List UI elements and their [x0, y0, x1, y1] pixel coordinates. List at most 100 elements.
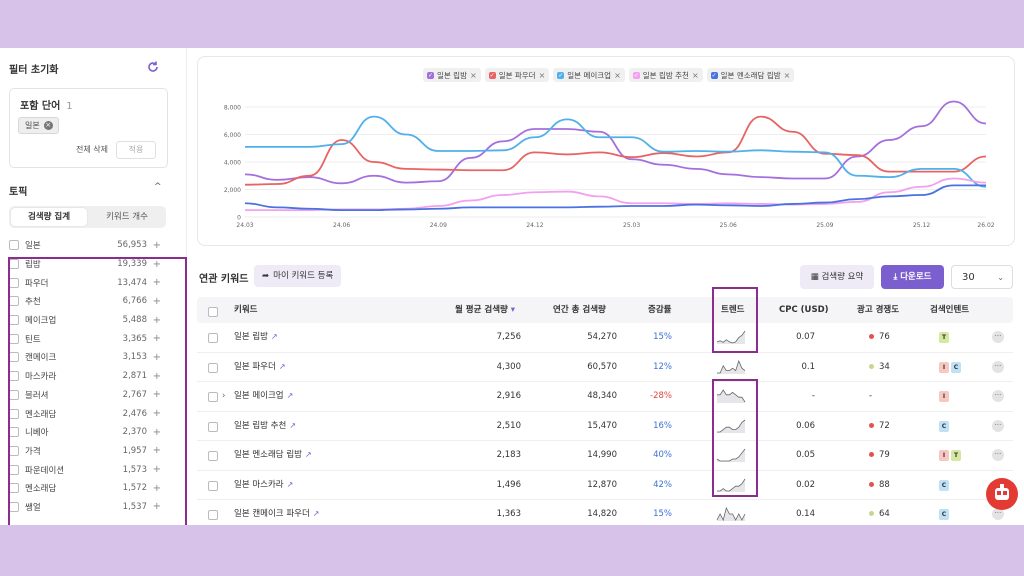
chart-icon[interactable]: ↗: [278, 361, 286, 371]
legend-item[interactable]: ✓ 일본 립밤 ×: [423, 68, 481, 82]
my-keyword-button[interactable]: ➦ 마이 키워드 등록: [254, 265, 342, 287]
plus-icon[interactable]: +: [152, 370, 161, 382]
topic-item[interactable]: 멘소래담 1,572 +: [9, 479, 161, 498]
expand-chevron-icon[interactable]: ›: [222, 391, 226, 401]
plus-icon[interactable]: +: [152, 333, 161, 345]
tab-search-volume[interactable]: 검색량 집계: [11, 208, 87, 226]
topic-item[interactable]: 마스카라 2,871 +: [9, 367, 161, 386]
chatbot-launcher[interactable]: [986, 478, 1018, 510]
plus-icon[interactable]: +: [152, 314, 161, 326]
close-icon[interactable]: ×: [691, 70, 699, 80]
topic-item[interactable]: 파우더 13,474 +: [9, 273, 161, 292]
tab-keyword-count[interactable]: 키워드 개수: [106, 212, 148, 222]
chart-icon[interactable]: ↗: [286, 479, 294, 489]
topic-item[interactable]: 블러셔 2,767 +: [9, 386, 161, 405]
table-row[interactable]: 일본 멘소래담 립밤 ↗ 2,183 14,990 40% 0.05 79 I T ···: [197, 441, 1013, 471]
topic-item[interactable]: 추천 6,766 +: [9, 292, 161, 311]
col-competition[interactable]: 광고 경쟁도: [857, 305, 900, 315]
topic-item[interactable]: 가격 1,957 +: [9, 442, 161, 461]
plus-icon[interactable]: +: [152, 445, 161, 457]
close-icon[interactable]: ×: [469, 70, 477, 80]
row-checkbox[interactable]: [208, 480, 218, 491]
table-row[interactable]: › 일본 메이크업 ↗ 2,916 48,340 -28% - - I ···: [197, 382, 1013, 412]
plus-icon[interactable]: +: [152, 464, 161, 476]
select-all-checkbox[interactable]: [208, 307, 218, 317]
topic-checkbox[interactable]: [9, 408, 19, 419]
col-growth[interactable]: 증감률: [648, 305, 672, 315]
row-checkbox[interactable]: [208, 362, 218, 373]
close-icon[interactable]: ×: [783, 70, 791, 80]
more-options-icon[interactable]: ···: [992, 508, 1004, 520]
keyword-cell[interactable]: 일본 파우더 ↗: [234, 361, 286, 372]
legend-item[interactable]: ✓ 일본 립밤 추천 ×: [628, 68, 703, 82]
chevron-up-icon[interactable]: ^: [154, 182, 162, 192]
row-checkbox[interactable]: [208, 421, 218, 432]
col-keyword[interactable]: 키워드: [234, 305, 258, 315]
close-icon[interactable]: ×: [614, 70, 621, 80]
topic-checkbox[interactable]: [9, 277, 19, 288]
topic-checkbox[interactable]: [9, 464, 19, 475]
topic-checkbox[interactable]: [9, 445, 19, 456]
row-checkbox[interactable]: [208, 392, 218, 402]
row-checkbox[interactable]: [208, 510, 218, 520]
topic-checkbox[interactable]: [9, 240, 19, 251]
plus-icon[interactable]: +: [152, 239, 161, 251]
close-icon[interactable]: ×: [538, 70, 546, 80]
table-row[interactable]: 일본 립밤 ↗ 7,256 54,270 15% 0.07 76 T ···: [197, 323, 1013, 353]
plus-icon[interactable]: +: [152, 277, 161, 289]
topic-item[interactable]: 쌩얼 1,537 +: [9, 498, 161, 517]
topic-checkbox[interactable]: [9, 483, 19, 494]
more-options-icon[interactable]: ···: [992, 331, 1004, 343]
summary-button[interactable]: ▦ 검색량 요약: [800, 265, 874, 289]
table-row[interactable]: 일본 파우더 ↗ 4,300 60,570 12% 0.1 34 I C ···: [197, 353, 1013, 382]
more-options-icon[interactable]: ···: [992, 390, 1004, 402]
keyword-cell[interactable]: 일본 멘소래담 립밤 ↗: [234, 450, 312, 460]
topic-checkbox[interactable]: [9, 371, 19, 382]
plus-icon[interactable]: +: [152, 426, 161, 438]
plus-icon[interactable]: +: [152, 408, 161, 420]
col-cpc[interactable]: CPC (USD): [779, 305, 829, 315]
plus-icon[interactable]: +: [152, 295, 161, 307]
chart-icon[interactable]: ↗: [312, 509, 320, 518]
topic-checkbox[interactable]: [9, 352, 19, 363]
chart-icon[interactable]: ↗: [289, 420, 297, 430]
keyword-cell[interactable]: 일본 립밤 추천 ↗: [234, 420, 297, 431]
row-checkbox[interactable]: [208, 451, 218, 461]
topic-checkbox[interactable]: [9, 427, 19, 438]
legend-item[interactable]: ✓ 일본 멘소래담 립밤 ×: [706, 68, 795, 82]
chart-icon[interactable]: ↗: [286, 391, 294, 400]
chart-icon[interactable]: ↗: [304, 450, 312, 459]
keyword-cell[interactable]: 일본 메이크업 ↗: [234, 391, 294, 401]
plus-icon[interactable]: +: [152, 501, 161, 513]
more-options-icon[interactable]: ···: [992, 419, 1004, 432]
table-row[interactable]: 일본 캔메이크 파우더 ↗ 1,363 14,820 15% 0.14 64 C ···: [197, 500, 1013, 525]
more-options-icon[interactable]: ···: [992, 360, 1004, 373]
plus-icon[interactable]: +: [152, 351, 161, 363]
row-checkbox[interactable]: [208, 333, 218, 343]
legend-item[interactable]: ✓ 일본 메이크업 ×: [553, 68, 625, 82]
chip-remove-icon[interactable]: ×: [43, 121, 53, 130]
keyword-chip[interactable]: 일본 ×: [18, 117, 59, 134]
plus-icon[interactable]: +: [152, 389, 161, 401]
topic-checkbox[interactable]: [9, 296, 19, 307]
topic-checkbox[interactable]: [9, 315, 19, 326]
download-button[interactable]: ⤓ 다운로드: [881, 265, 944, 289]
more-options-icon[interactable]: ···: [992, 449, 1004, 461]
topic-checkbox[interactable]: [9, 333, 19, 344]
reset-icon[interactable]: [146, 60, 160, 74]
topic-item[interactable]: 틴트 3,365 +: [9, 329, 161, 348]
topic-item[interactable]: 캔메이크 3,153 +: [9, 348, 161, 367]
topic-item[interactable]: 메이크업 5,488 +: [9, 311, 161, 330]
col-yearly[interactable]: 연간 총 검색량: [553, 305, 606, 315]
keyword-cell[interactable]: 일본 캔메이크 파우더 ↗: [234, 509, 320, 519]
topic-item[interactable]: 니베아 2,370 +: [9, 423, 161, 442]
plus-icon[interactable]: +: [152, 258, 161, 270]
chart-icon[interactable]: ↗: [270, 332, 278, 341]
plus-icon[interactable]: +: [152, 482, 161, 494]
legend-item[interactable]: ✓ 일본 파우더 ×: [484, 68, 550, 82]
col-monthly[interactable]: 월 평균 검색량 ▾: [455, 305, 516, 315]
keyword-cell[interactable]: 일본 마스카라 ↗: [234, 479, 294, 490]
topic-item[interactable]: 립밤 19,339 +: [9, 255, 161, 274]
topic-checkbox[interactable]: [9, 259, 19, 270]
